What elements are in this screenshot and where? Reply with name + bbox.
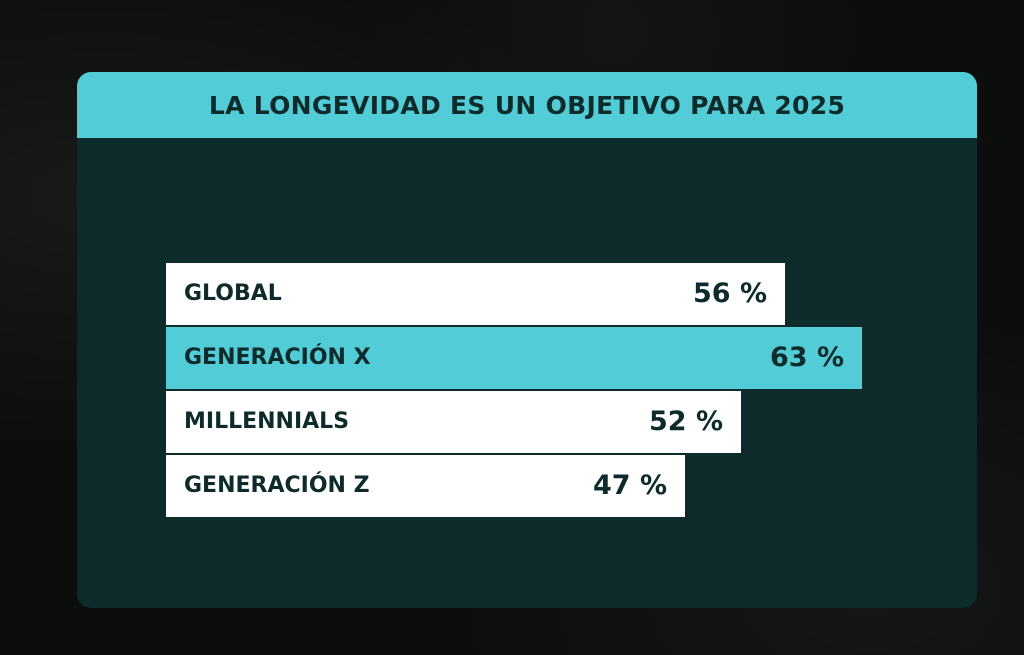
- bar-value-global: 56 %: [692, 278, 767, 309]
- bar-label-global: GLOBAL: [184, 281, 282, 306]
- bar-chart: GLOBAL 56 % GENERACIÓN X 63 % MILLENNIALS 52 …: [77, 72, 977, 608]
- chart-card: LA LONGEVIDAD ES UN OBJETIVO PARA 2025 G…: [77, 72, 977, 608]
- bar-label-generacion-x: GENERACIÓN X: [184, 345, 371, 370]
- chart-title: LA LONGEVIDAD ES UN OBJETIVO PARA 2025: [208, 90, 846, 120]
- bar-generacion-z: [166, 455, 685, 517]
- chart-header: LA LONGEVIDAD ES UN OBJETIVO PARA 2025: [77, 72, 977, 138]
- bar-label-millennials: MILLENNIALS: [184, 409, 350, 434]
- bar-value-generacion-z: 47 %: [592, 470, 667, 501]
- bar-value-millennials: 52 %: [648, 406, 723, 437]
- bar-generacion-x: [166, 327, 862, 389]
- bar-label-generacion-z: GENERACIÓN Z: [184, 473, 370, 498]
- bar-value-generacion-x: 63 %: [769, 342, 844, 373]
- bar-millennials: [166, 391, 741, 453]
- bar-global: [166, 263, 785, 325]
